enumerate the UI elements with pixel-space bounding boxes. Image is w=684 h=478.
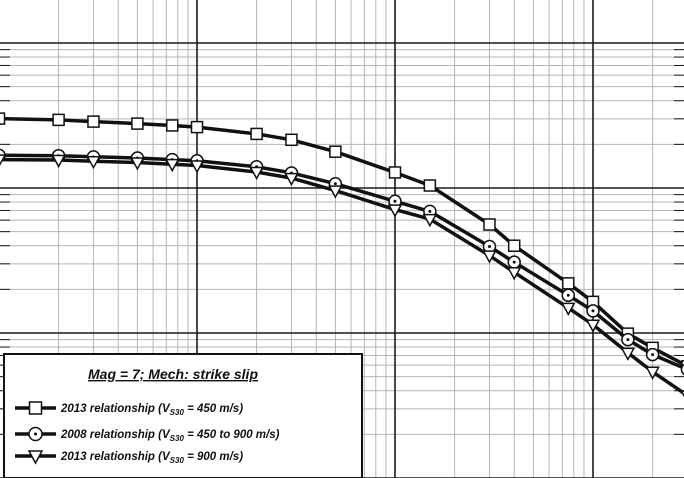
data-point-triangle-marker xyxy=(387,204,403,218)
data-point-triangle-marker xyxy=(620,347,636,361)
legend-marker-dot xyxy=(34,432,37,436)
data-point-square-marker xyxy=(87,115,100,128)
data-point-triangle-marker xyxy=(164,158,180,173)
data-point-square-marker xyxy=(329,145,342,158)
marker-dot xyxy=(651,353,655,357)
data-point-triangle-marker xyxy=(130,157,145,171)
data-point-circle-marker xyxy=(482,239,497,254)
marker-dot xyxy=(566,293,570,297)
data-point-triangle-marker xyxy=(189,160,205,174)
data-point-triangle-marker xyxy=(328,185,343,199)
marker-dot xyxy=(591,309,595,313)
series-triangle-down xyxy=(0,154,684,398)
data-point-square-marker xyxy=(166,119,179,132)
legend-header: Mag = 7; Mech: strike slip xyxy=(88,366,258,382)
data-point-triangle-marker xyxy=(506,267,522,281)
data-point-square-marker xyxy=(131,117,144,130)
data-point-square-marker xyxy=(483,218,496,231)
data-point-circle-marker xyxy=(645,347,660,362)
data-point-square-marker xyxy=(388,166,402,179)
legend-marker-square-icon xyxy=(28,401,43,415)
data-point-triangle-marker xyxy=(86,155,101,170)
legend-label: 2008 relationship (VS30 = 450 to 900 m/s… xyxy=(60,429,280,443)
data-point-square-marker xyxy=(507,239,521,252)
marker-dot xyxy=(428,209,432,213)
legend-entry-circle: 2008 relationship (VS30 = 450 to 900 m/s… xyxy=(15,426,280,443)
legend-label: 2013 relationship (VS30 = 450 m/s) xyxy=(60,403,243,417)
data-point-triangle-marker xyxy=(680,390,684,398)
legend-label: 2013 relationship (VS30 = 900 m/s) xyxy=(60,451,243,465)
data-point-triangle-marker xyxy=(284,172,299,187)
data-point-triangle-marker xyxy=(422,213,438,228)
data-point-square-marker xyxy=(52,113,65,127)
data-point-triangle-marker xyxy=(249,166,264,181)
marker-dot xyxy=(333,182,337,186)
series-layer xyxy=(0,112,684,398)
marker-ring xyxy=(680,363,684,376)
data-point-triangle-marker xyxy=(51,154,66,169)
legend-entry-square: 2013 relationship (VS30 = 450 m/s) xyxy=(15,401,243,417)
data-point-triangle-marker xyxy=(482,250,497,264)
data-point-triangle-marker xyxy=(645,366,660,380)
data-point-triangle-marker xyxy=(560,302,576,316)
data-point-circle-marker xyxy=(561,288,576,303)
data-point-square-marker xyxy=(423,179,437,192)
marker-dot xyxy=(512,260,516,264)
marker-dot xyxy=(487,244,491,248)
legend-box xyxy=(3,353,363,478)
data-point-square-marker xyxy=(0,112,6,125)
data-point-circle-marker xyxy=(680,363,684,376)
data-point-square-marker xyxy=(190,120,204,134)
marker-dot xyxy=(393,199,397,203)
data-point-square-marker xyxy=(250,127,263,141)
data-point-triangle-marker xyxy=(0,154,7,166)
data-point-circle-marker xyxy=(621,332,635,347)
legend: Mag = 7; Mech: strike slip 2013 relation… xyxy=(3,353,363,478)
data-point-circle-marker xyxy=(586,304,600,318)
marker-dot xyxy=(626,338,630,342)
data-point-triangle-marker xyxy=(585,319,601,333)
data-point-square-marker xyxy=(562,277,575,290)
data-point-square-marker xyxy=(285,133,298,147)
legend-entry-triangle: 2013 relationship (VS30 = 900 m/s) xyxy=(15,450,243,465)
data-point-circle-marker xyxy=(507,255,521,269)
legend-marker-triangle-down-icon xyxy=(27,450,44,465)
